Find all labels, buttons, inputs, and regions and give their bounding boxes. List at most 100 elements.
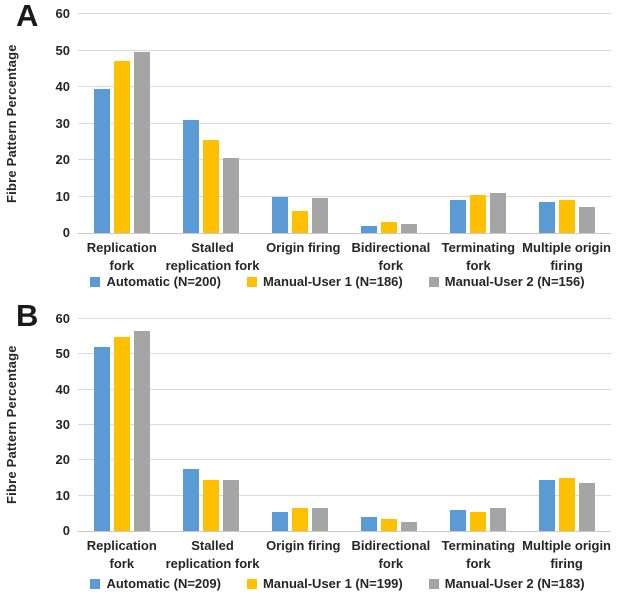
y-tick-label: 0 [62,225,70,240]
bar [449,200,466,233]
legend-marker [246,578,257,589]
legend-label: Automatic (N=200) [106,274,221,289]
bar [400,223,417,233]
bar [223,158,240,233]
bars-layer [78,14,611,233]
category-label: Bidirectional fork [351,240,431,273]
y-tick-label: 10 [55,487,70,503]
bar [360,516,377,531]
category-label: Multiple origin firing [522,240,611,273]
category-label: Bidirectional fork [351,538,431,571]
gridline [78,459,611,461]
bar [272,511,289,531]
bar [578,207,595,233]
bar-group [433,319,522,531]
y-tick-label: 40 [55,381,70,397]
y-tick-label: 0 [62,523,70,538]
legend-marker [428,578,439,589]
y-tick-label: 30 [55,417,70,432]
category-label: Origin firing [266,538,341,553]
category-label: Multiple origin firing [522,538,611,571]
legend-label: Manual-User 2 (N=183) [444,576,585,591]
panel-letter-a: A [16,0,39,33]
category-label: Stalled replication fork [165,538,260,571]
gridline [78,86,611,87]
bar [558,200,575,233]
legend-a: Automatic (N=200) Manual-User 1 (N=186) Ma… [60,274,615,289]
bar [223,479,240,531]
category-label: Terminating fork [441,240,516,273]
category-label: Replication fork [86,240,157,273]
plot-area-a: 0 10 20 30 40 50 60 [56,6,611,240]
y-axis-title-b: Fibre Pattern Percentage [4,345,19,505]
gridline [78,159,611,160]
gridline [78,122,611,124]
bar [400,522,417,531]
bar [203,139,220,233]
gridline [78,13,611,14]
legend-b: Automatic (N=209) Manual-User 1 (N=199) Ma… [60,576,615,591]
y-tick-label: 20 [55,152,70,167]
y-tick-label: 50 [55,346,70,362]
legend-label: Manual-User 2 (N=156) [444,274,585,289]
legend-label: Manual-User 1 (N=199) [262,576,403,591]
bar [94,88,111,233]
bar [134,331,151,531]
category-label: Replication fork [86,538,157,571]
bar-group [344,14,433,233]
bar [94,347,111,531]
bar [380,222,397,233]
bar [558,478,575,531]
bars-layer [78,319,611,531]
bar-group [167,14,256,233]
bar-group [256,319,345,531]
y-tick-label: 30 [55,115,70,131]
bar [360,225,377,233]
y-tick-label: 60 [55,311,70,326]
bar [538,201,555,233]
bar [183,469,200,531]
legend-item: Manual-User 1 (N=199) [246,576,403,591]
bar-group [344,319,433,531]
gridline [78,49,611,51]
plot-area-b: 0 10 20 30 40 50 60 [56,311,611,538]
gridline [78,195,611,197]
bar [449,509,466,531]
legend-item: Automatic (N=209) [90,576,221,591]
bar [114,61,131,233]
bar-group [167,319,256,531]
bar [489,192,506,233]
bar [469,194,486,233]
y-tick-label: 10 [55,188,70,204]
bar [203,479,220,531]
bar [292,211,309,233]
category-label: Stalled replication fork [165,240,260,273]
legend-item: Manual-User 2 (N=183) [428,576,585,591]
category-label: Terminating fork [441,538,516,571]
bar-group [78,14,167,233]
panel-a: A Fibre Pattern Percentage 0 10 20 30 40 50 60… [0,0,617,296]
gridline [78,353,611,355]
bar-group [433,14,522,233]
bar [183,119,200,233]
y-tick-label: 20 [55,452,70,468]
bar [114,336,131,531]
panel-b: B Fibre Pattern Percentage 0 10 20 30 40 50 60… [0,296,617,602]
bar [538,479,555,531]
bar [272,196,289,233]
legend-label: Manual-User 1 (N=186) [262,274,403,289]
category-label: Origin firing [266,240,341,255]
bar [380,518,397,531]
legend-marker [246,276,257,287]
x-axis-labels-b: Replication fork Stalled replication fork… [78,537,611,572]
bar [489,508,506,531]
bar [312,198,329,233]
y-tick-label: 50 [55,42,70,58]
y-axis-title-a: Fibre Pattern Percentage [4,44,19,203]
panel-letter-b: B [16,298,39,333]
bar [469,511,486,531]
legend-marker [90,276,101,287]
y-tick-label: 60 [55,6,70,21]
legend-marker [90,578,101,589]
